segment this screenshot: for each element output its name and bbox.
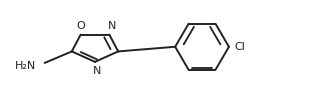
Text: O: O	[76, 21, 85, 31]
Text: N: N	[108, 21, 116, 31]
Text: N: N	[93, 66, 102, 76]
Text: Cl: Cl	[235, 42, 246, 52]
Text: H₂N: H₂N	[15, 61, 36, 71]
